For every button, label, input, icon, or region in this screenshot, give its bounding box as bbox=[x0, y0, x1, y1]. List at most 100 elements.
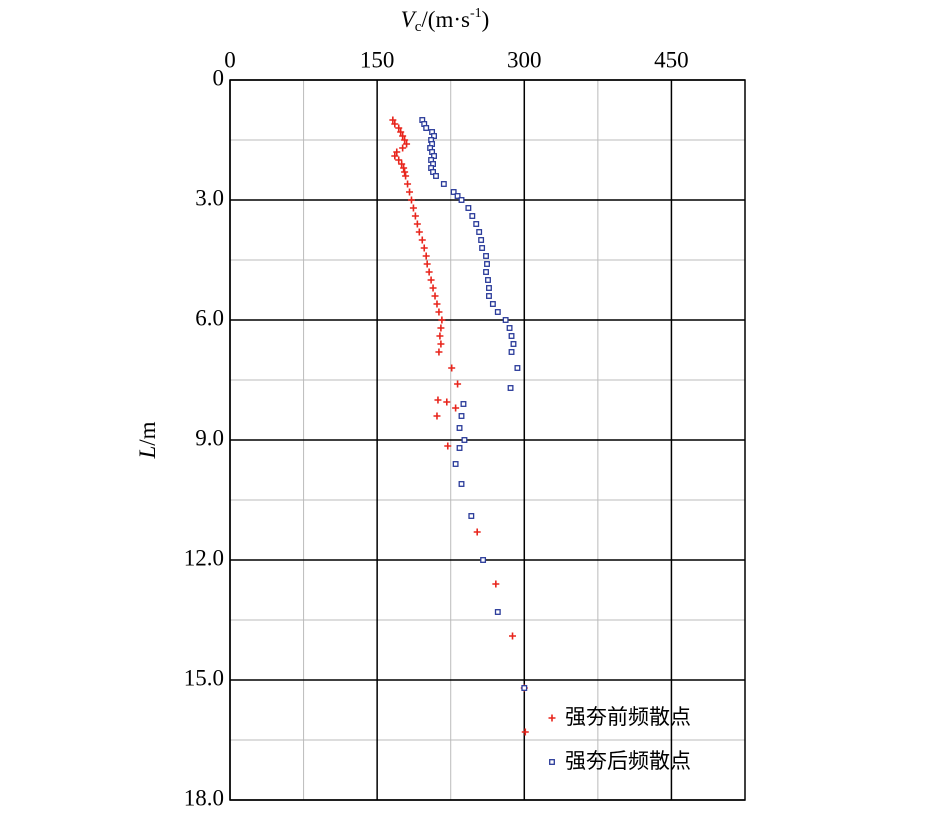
point bbox=[452, 461, 459, 467]
point bbox=[429, 284, 437, 292]
point bbox=[435, 348, 443, 356]
point bbox=[411, 212, 419, 220]
point bbox=[452, 404, 460, 412]
y-tick-label: 0 bbox=[213, 65, 225, 90]
point bbox=[409, 204, 417, 212]
legend-marker bbox=[549, 759, 555, 765]
legend-marker bbox=[548, 714, 556, 722]
point bbox=[502, 317, 509, 323]
point bbox=[450, 189, 457, 195]
point bbox=[391, 120, 399, 128]
point bbox=[473, 221, 480, 227]
point bbox=[478, 237, 485, 243]
point bbox=[521, 728, 529, 736]
point bbox=[508, 333, 515, 339]
point bbox=[423, 260, 431, 268]
point bbox=[473, 528, 481, 536]
x-axis-label: Vc/(m·s-1) bbox=[401, 6, 490, 35]
point bbox=[431, 292, 439, 300]
point bbox=[406, 188, 414, 196]
point bbox=[401, 168, 409, 176]
grid bbox=[229, 79, 745, 801]
point bbox=[425, 268, 433, 276]
point bbox=[469, 213, 476, 219]
point bbox=[402, 172, 410, 180]
point bbox=[437, 340, 445, 348]
point bbox=[483, 253, 489, 259]
x-tick-label: 0 bbox=[224, 47, 236, 72]
y-tick-label: 3.0 bbox=[195, 185, 224, 210]
point bbox=[483, 269, 489, 275]
point bbox=[398, 160, 406, 168]
point bbox=[486, 293, 492, 299]
point bbox=[399, 132, 407, 140]
point bbox=[413, 220, 421, 228]
point bbox=[476, 229, 483, 235]
point bbox=[401, 136, 409, 144]
point bbox=[454, 193, 461, 199]
point bbox=[443, 398, 451, 406]
point bbox=[438, 316, 446, 324]
point bbox=[389, 116, 397, 124]
legend-label: 强夯后频散点 bbox=[565, 749, 691, 773]
point bbox=[521, 685, 528, 691]
marks bbox=[389, 116, 529, 736]
point bbox=[468, 513, 475, 519]
point bbox=[423, 125, 430, 131]
point bbox=[436, 332, 444, 340]
point bbox=[395, 124, 403, 132]
point bbox=[440, 181, 447, 187]
point bbox=[508, 349, 515, 355]
point bbox=[434, 396, 442, 404]
y-tick-label: 9.0 bbox=[195, 425, 224, 450]
point bbox=[404, 180, 412, 188]
point bbox=[456, 445, 463, 451]
point bbox=[460, 401, 467, 407]
point bbox=[415, 228, 423, 236]
y-tick-label: 12.0 bbox=[184, 545, 224, 570]
point bbox=[458, 197, 465, 203]
point bbox=[400, 164, 408, 172]
point bbox=[444, 442, 452, 450]
point bbox=[435, 308, 443, 316]
y-tick-label: 18.0 bbox=[184, 785, 224, 810]
point bbox=[395, 156, 403, 164]
point bbox=[433, 300, 441, 308]
x-tick-label: 450 bbox=[654, 47, 689, 72]
plot-border bbox=[229, 79, 746, 801]
x-tick-label: 150 bbox=[360, 47, 395, 72]
point bbox=[407, 196, 415, 204]
point bbox=[420, 244, 428, 252]
point bbox=[427, 276, 435, 284]
point bbox=[456, 425, 463, 431]
point bbox=[485, 277, 491, 283]
y-tick-label: 6.0 bbox=[195, 305, 224, 330]
point bbox=[437, 324, 445, 332]
point bbox=[507, 385, 514, 391]
point bbox=[494, 609, 501, 615]
point bbox=[422, 252, 430, 260]
point bbox=[506, 325, 513, 331]
point bbox=[486, 285, 492, 291]
point bbox=[399, 144, 407, 152]
point bbox=[458, 481, 465, 487]
point bbox=[479, 245, 486, 251]
point bbox=[458, 413, 465, 419]
legend-label: 强夯前频散点 bbox=[565, 705, 691, 729]
point bbox=[397, 128, 405, 136]
point bbox=[433, 412, 441, 420]
point bbox=[492, 580, 500, 588]
point bbox=[393, 148, 401, 156]
point bbox=[465, 205, 472, 211]
x-tick-label: 300 bbox=[507, 47, 542, 72]
y-axis-label: L/m bbox=[135, 421, 160, 459]
point bbox=[433, 173, 439, 179]
point bbox=[391, 152, 399, 160]
point bbox=[448, 364, 456, 372]
point bbox=[514, 365, 521, 371]
point bbox=[454, 380, 462, 388]
point bbox=[494, 309, 501, 315]
point bbox=[510, 341, 517, 347]
point bbox=[403, 140, 411, 148]
y-tick-label: 15.0 bbox=[184, 665, 224, 690]
